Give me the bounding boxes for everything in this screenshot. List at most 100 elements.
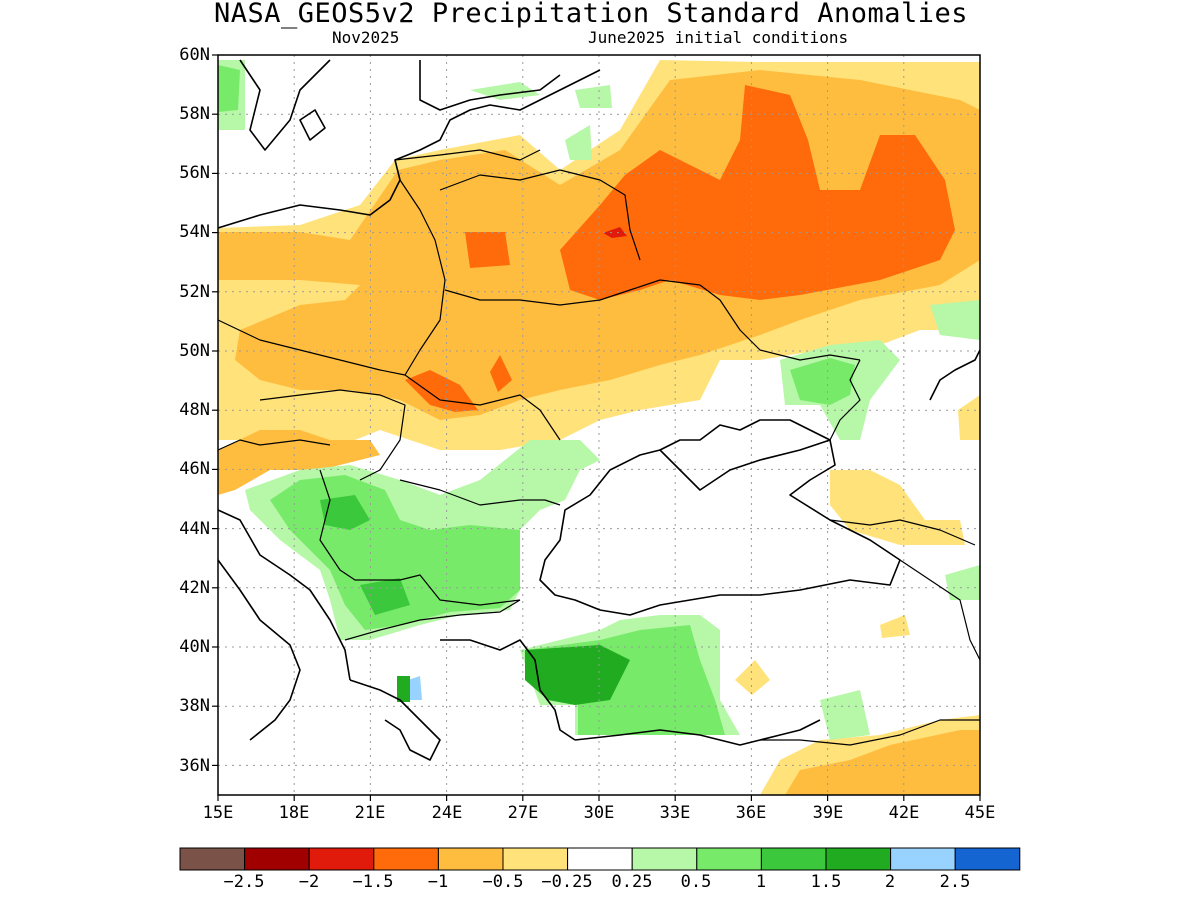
lat-label-50n: 50N [179,341,210,361]
axis-ticks [212,54,981,801]
colorbar-box [825,847,892,871]
coastlines-borders [218,59,980,761]
border-baltics [394,149,541,161]
graticule-grid [218,55,980,795]
colorbar-box [373,847,439,871]
lon-label-45e: 45E [964,803,996,823]
azov-crimea-coastline [659,419,831,451]
lat-label-40n: 40N [179,637,210,657]
lat-label-38n: 38N [179,696,210,716]
anomaly-region-green-north-a [218,65,240,112]
italy-coastline [218,559,301,741]
anomaly-field [218,60,980,795]
colorbar-label-neg0.5: −0.5 [482,872,524,892]
lon-label-21e: 21E [354,803,386,823]
colorbar-label-neg1: −1 [427,872,449,892]
colorbar-label-0.5: 0.5 [680,872,712,892]
colorbar-box [890,847,956,871]
border-alps [218,439,331,451]
anomaly-region-dark-orange-core [560,85,955,300]
colorbar-box [179,847,246,871]
colorbar-box [308,847,375,871]
colorbar-box [631,847,698,871]
colorbar-box [760,847,827,871]
lon-label-24e: 24E [431,803,463,823]
lon-label-33e: 33E [659,803,691,823]
anomaly-region-dark-orange-dot [490,355,512,392]
lat-label-42n: 42N [179,578,210,598]
anomaly-region-light-blue-greece [408,676,422,700]
colorbar-label-0.25: 0.25 [611,872,653,892]
anomaly-region-light-green-north-c [575,85,612,108]
colorbar-box [696,847,762,871]
anomaly-region-dark-orange-carpathian [405,370,478,412]
border-poland-east [399,179,446,376]
border-caucasus [829,519,976,546]
border-greece-north [344,599,521,641]
gotland-island [299,109,326,141]
lon-label-36e: 36E [735,803,767,823]
anomaly-region-mid-green-balkans2 [360,578,410,615]
anomaly-region-green-east [790,358,855,405]
turkey-south-coastline [574,719,821,746]
anomaly-region-light-orange-caucasus [830,470,965,545]
border-ukraine-east [699,284,861,361]
lon-label-18e: 18E [278,803,310,823]
anomaly-region-dark-green-anatolia [525,645,630,705]
border-turkey-east [899,559,980,661]
colorbar-box [567,847,633,871]
border-hungary-romania [259,389,406,481]
anomaly-region-dark-orange-small [465,232,510,268]
anomaly-region-red-speck [603,227,627,238]
lon-label-30e: 30E [583,803,615,823]
colorbar-label-2.5: 2.5 [939,872,971,892]
black-sea-coastline [539,439,901,616]
finland-coastline [419,60,561,111]
anomaly-region-orange-west [218,430,380,495]
anomaly-region-orange-east-edge [958,395,980,440]
lat-label-48n: 48N [179,400,210,420]
border-western [218,319,406,376]
greece-coastline [349,679,441,761]
anomaly-region-orange-southeast [785,730,980,795]
map-title: NASA_GEOS5v2 Precipitation Standard Anom… [214,0,968,29]
colorbar-label-neg2.5: −2.5 [223,872,265,892]
border-romania-south [399,479,561,506]
colorbar-box [244,847,310,871]
colorbar-label-neg0.25: −0.25 [541,872,593,892]
border-belarus-south [444,279,701,306]
anomaly-region-light-green-east2 [930,300,980,340]
caspian-coastline [929,349,980,401]
colorbar-label-1.5: 1.5 [810,872,842,892]
anomaly-region-light-green-turkey-east [945,565,980,600]
colorbar-label-2: 2 [884,872,896,892]
lon-label-27e: 27E [507,803,539,823]
anomaly-region-light-orange-anatolia2 [880,615,910,638]
initial-conditions-label: June2025 initial conditions [588,28,849,47]
baltic-coastline [218,69,601,229]
border-turkey-syria [760,719,980,746]
lat-label-60n: 60N [179,45,210,65]
border-carpathians [404,374,561,441]
colorbar-label-1: 1 [755,872,767,892]
adriatic-coastline [218,509,351,681]
colorbar-box [954,847,1021,871]
lat-label-36n: 36N [179,756,210,776]
anomaly-region-dark-green-greece [397,676,410,702]
colorbar-box [437,847,504,871]
lon-label-39e: 39E [812,803,844,823]
border-balkans [319,469,521,606]
colorbar-box [502,847,569,871]
border-belarus-north [439,169,641,261]
lat-label-58n: 58N [179,104,210,124]
forecast-month-label: Nov2025 [332,28,400,47]
lon-label-15e: 15E [202,803,234,823]
lat-label-44n: 44N [179,519,210,539]
colorbar-label-neg2: −2 [298,872,320,892]
lat-label-52n: 52N [179,282,210,302]
anomaly-region-light-green-north-b [470,82,540,100]
anomaly-region-light-orange-anatolia [735,660,770,695]
lat-label-54n: 54N [179,222,210,242]
anomaly-region-mid-green-balkans [320,495,370,530]
